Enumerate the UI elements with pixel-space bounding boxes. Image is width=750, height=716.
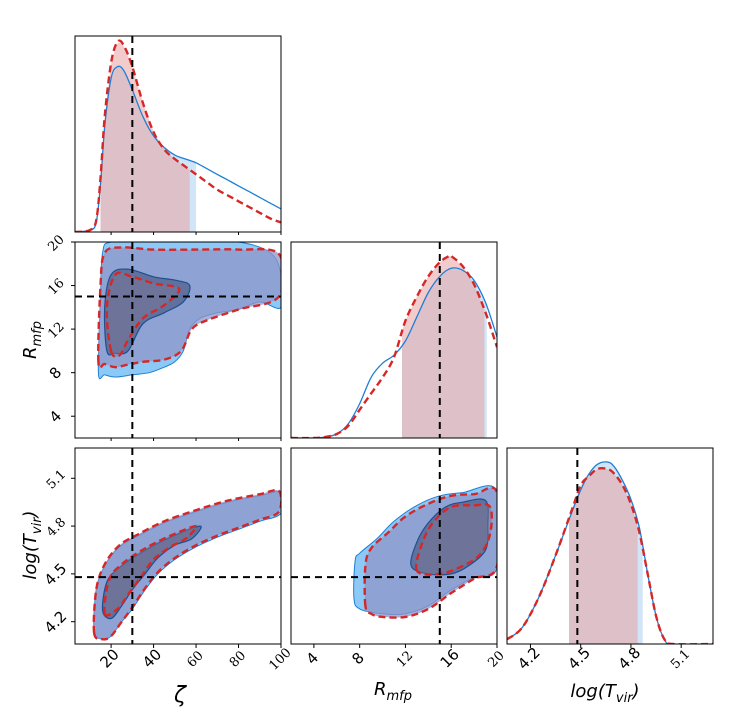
frame-diag-rmfp xyxy=(290,241,498,439)
zeta_logt-red-outer xyxy=(92,488,281,641)
xtick-label-logtvir-0: 4.2 xyxy=(514,644,544,674)
frame-rmfp_logt xyxy=(290,447,498,645)
ylabel-rmfp: Rmfp xyxy=(20,321,45,359)
contour-panel-zeta_rmfp xyxy=(75,242,281,438)
ytick-label-rmfp-0: 4 xyxy=(46,407,65,426)
ytick-label-logtvir-3: 5.1 xyxy=(44,467,69,492)
xlabel-rmfp: Rmfp xyxy=(374,679,412,704)
marginal-rmfp xyxy=(291,242,497,438)
ytick-label-rmfp-4: 20 xyxy=(45,232,67,254)
xtick-label-rmfp-2: 12 xyxy=(394,648,416,670)
xtick-label-rmfp-4: 20 xyxy=(485,648,507,670)
xlabel-zeta: ζ xyxy=(173,683,187,708)
marginal-rmfp-red-ci xyxy=(402,256,485,438)
marginal-rmfp-red-line xyxy=(291,253,497,438)
contour-panel-zeta_logt xyxy=(75,448,281,644)
marginal-zeta-red-line xyxy=(75,39,281,232)
xtick-label-rmfp-0: 4 xyxy=(303,649,322,668)
zeta_rmfp-red-inner xyxy=(105,271,181,358)
ytick-label-logtvir-2: 4.8 xyxy=(44,515,69,540)
ytick-label-logtvir-0: 4.2 xyxy=(41,607,71,637)
contour-panel-rmfp_logt xyxy=(291,448,497,644)
xtick-label-logtvir-2: 4.8 xyxy=(615,644,645,674)
ylabel-logtvir: log(Tvir) xyxy=(20,510,45,579)
ytick-label-rmfp-1: 8 xyxy=(46,363,65,382)
xtick-label-rmfp-3: 16 xyxy=(437,645,463,671)
frame-zeta_logt xyxy=(74,447,282,645)
ytick-label-rmfp-2: 12 xyxy=(45,319,67,341)
xtick-label-rmfp-1: 8 xyxy=(348,649,367,668)
frame-diag-logtvir xyxy=(506,447,714,645)
ytick-label-logtvir-1: 4.5 xyxy=(41,560,71,590)
xtick-label-zeta-0: 20 xyxy=(96,645,122,671)
marginal-logtvir-red-line xyxy=(507,467,713,644)
marginal-zeta xyxy=(75,36,281,232)
marginal-logtvir xyxy=(507,448,713,644)
xtick-label-logtvir-3: 5.1 xyxy=(668,647,693,672)
ytick-label-rmfp-3: 16 xyxy=(45,276,67,298)
zeta_logt-red-inner xyxy=(103,524,198,617)
xtick-label-logtvir-1: 4.5 xyxy=(564,644,594,674)
frame-diag-zeta xyxy=(74,35,282,233)
marginal-logtvir-red-ci xyxy=(569,469,638,644)
xtick-label-zeta-4: 100 xyxy=(266,645,294,673)
xlabel-logtvir: log(Tvir) xyxy=(570,681,639,706)
rmfp_logt-red-inner xyxy=(414,503,493,576)
frame-zeta_rmfp xyxy=(74,241,282,439)
marginal-zeta-red-ci xyxy=(100,42,190,232)
xtick-label-zeta-1: 40 xyxy=(139,645,165,671)
xtick-label-zeta-2: 60 xyxy=(184,648,206,670)
xtick-label-zeta-3: 80 xyxy=(227,648,249,670)
panels-layer xyxy=(74,35,714,645)
